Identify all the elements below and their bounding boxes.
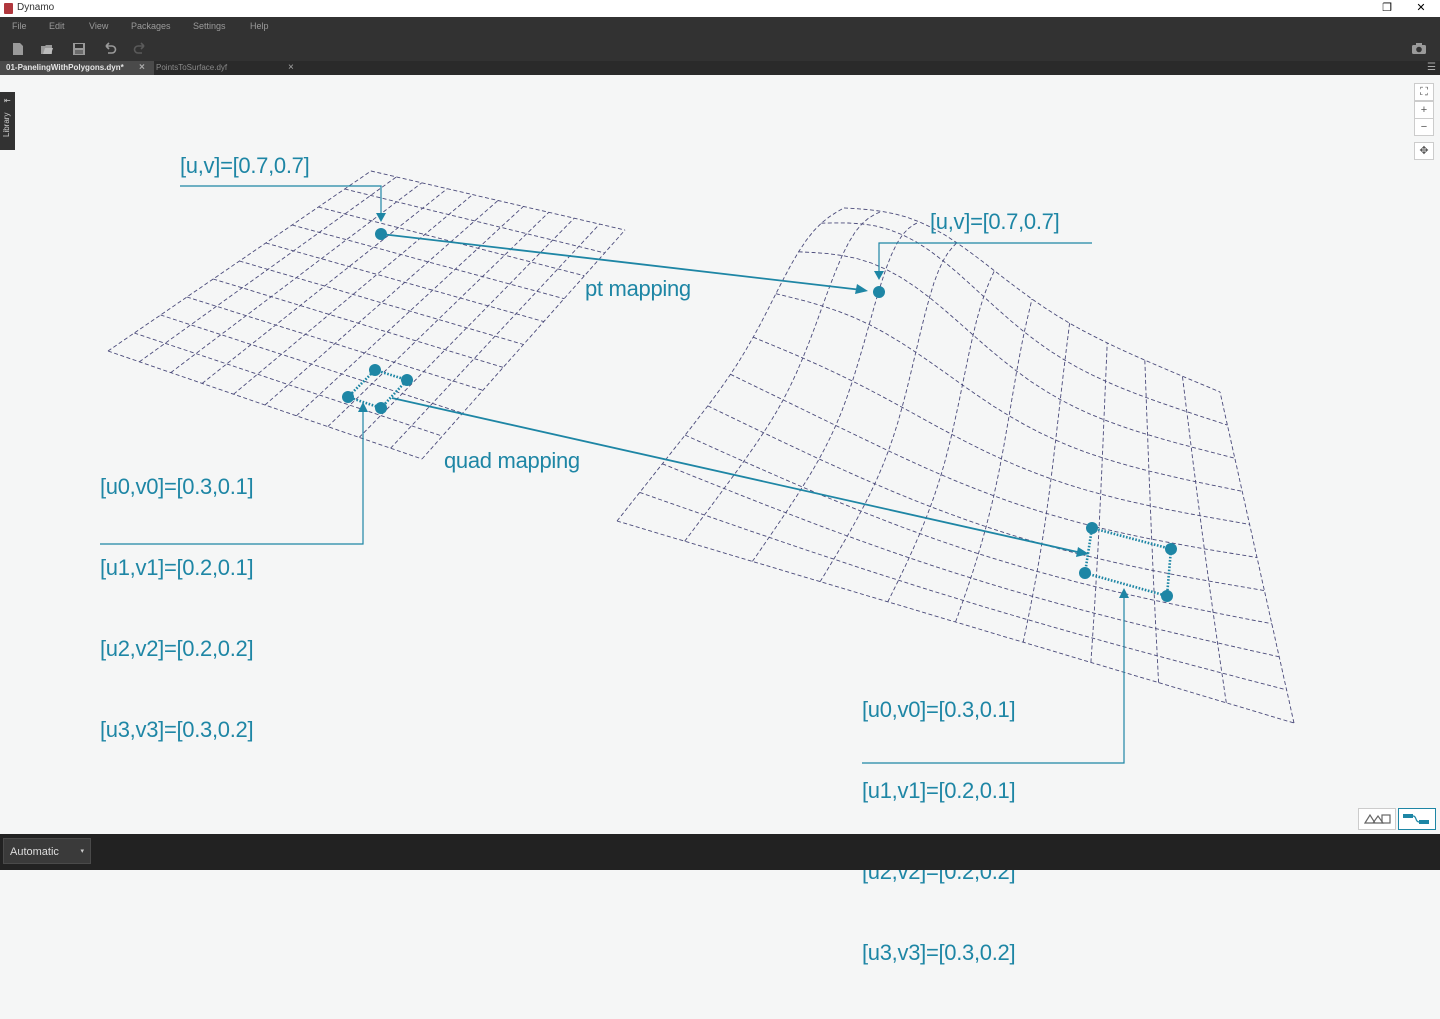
- quad-mapping-arrow: [391, 397, 1083, 554]
- title-bar: Dynamo ❐ ✕: [0, 0, 1440, 17]
- tab-label: PointsToSurface.dyf: [156, 63, 228, 72]
- grid-line: [201, 188, 448, 384]
- chevron-down-icon: ▾: [80, 848, 84, 855]
- window-title: Dynamo: [17, 2, 55, 13]
- 3d-view-icon: [1363, 813, 1391, 824]
- tab-pointstosurface[interactable]: PointsToSurface.dyf ×: [150, 61, 306, 75]
- grid-line: [684, 210, 882, 542]
- quad-left-leader: [100, 406, 364, 545]
- redo-icon[interactable]: [133, 42, 147, 56]
- grid-line: [370, 170, 626, 231]
- background-preview-toggle[interactable]: [1358, 808, 1396, 830]
- expand-library-icon[interactable]: ⇤: [4, 96, 11, 105]
- grid-line: [798, 251, 1235, 459]
- workspace-canvas[interactable]: [u,v]=[0.7,0.7] [u,v]=[0.7,0.7] pt mappi…: [0, 75, 1440, 965]
- menu-file[interactable]: File: [12, 21, 27, 31]
- close-icon[interactable]: ×: [139, 62, 145, 73]
- menu-packages[interactable]: Packages: [131, 21, 171, 31]
- run-mode-select[interactable]: Automatic ▾: [3, 838, 91, 864]
- quad-right-leader: [862, 592, 1125, 764]
- close-button[interactable]: ✕: [1416, 2, 1426, 14]
- uv-entry: [u3,v3]=[0.3,0.2]: [100, 717, 254, 742]
- undo-icon[interactable]: [103, 42, 117, 56]
- uv-entry: [u2,v2]=[0.2,0.2]: [100, 636, 254, 661]
- grid-line: [1144, 360, 1160, 683]
- curved-surface-grid: [616, 207, 1295, 724]
- menu-bar: File Edit View Packages Settings Help: [0, 17, 1440, 36]
- uv-right-leader: [878, 242, 1092, 276]
- grid-line: [775, 293, 1243, 492]
- grid-line: [1022, 323, 1071, 643]
- grid-line: [662, 463, 1280, 658]
- grid-line: [821, 222, 1228, 426]
- tab-panelingwithpolygons[interactable]: 01-PanelingWithPolygons.dyn* ×: [0, 61, 154, 75]
- dynamo-logo-icon: [4, 3, 13, 14]
- flat-surface-grid: [107, 170, 626, 460]
- grid-line: [265, 242, 544, 323]
- grid-line: [327, 211, 550, 427]
- grid-line: [390, 223, 600, 449]
- grid-line: [134, 332, 443, 437]
- pt-mapping-arrow: [380, 233, 863, 291]
- uv-entry: [u0,v0]=[0.3,0.1]: [100, 474, 254, 499]
- close-icon[interactable]: ×: [288, 62, 294, 73]
- toolbar: [0, 36, 1440, 61]
- graph-view-icon: [1403, 814, 1429, 824]
- menu-settings[interactable]: Settings: [193, 21, 226, 31]
- geometry-preview: [100, 170, 1295, 764]
- uv-right-label: [u,v]=[0.7,0.7]: [930, 209, 1060, 234]
- menu-edit[interactable]: Edit: [49, 21, 65, 31]
- grid-line: [887, 270, 995, 603]
- grid-line: [421, 229, 626, 460]
- quad-right-uv-list: [u0,v0]=[0.3,0.1] [u1,v1]=[0.2,0.1] [u2,…: [862, 643, 1016, 1019]
- menu-view[interactable]: View: [89, 21, 109, 31]
- tab-bar: 01-PanelingWithPolygons.dyn* × PointsToS…: [0, 61, 1440, 75]
- menu-help[interactable]: Help: [250, 21, 269, 31]
- uv-entry: [u0,v0]=[0.3,0.1]: [862, 697, 1016, 722]
- quad-right-outline: [1083, 526, 1173, 598]
- grid-line: [955, 298, 1033, 623]
- zoom-fit-button[interactable]: ⛶: [1414, 83, 1434, 101]
- grid-line: [291, 224, 565, 300]
- quad-mapping-label: quad mapping: [444, 448, 580, 473]
- grid-line: [344, 188, 605, 254]
- pt-mapping-label: pt mapping: [585, 276, 691, 301]
- grid-line: [1219, 391, 1295, 724]
- zoom-out-button[interactable]: −: [1414, 118, 1434, 136]
- grid-line: [753, 336, 1250, 525]
- restore-button[interactable]: ❐: [1382, 2, 1392, 14]
- grid-line: [730, 373, 1258, 558]
- grid-line: [296, 206, 524, 417]
- uv-entry: [u1,v1]=[0.2,0.1]: [862, 778, 1016, 803]
- grid-line: [684, 434, 1272, 625]
- pan-button[interactable]: ✥: [1414, 142, 1434, 160]
- open-file-icon[interactable]: [40, 42, 54, 56]
- grid-line: [1090, 342, 1108, 663]
- zoom-in-button[interactable]: +: [1414, 101, 1434, 119]
- grid-line: [239, 260, 524, 345]
- uv-entry: [u1,v1]=[0.2,0.1]: [100, 555, 254, 580]
- quad-left-outline: [345, 368, 410, 410]
- point-left: [375, 228, 387, 240]
- point-right: [873, 286, 885, 298]
- grid-line: [819, 242, 958, 582]
- camera-icon[interactable]: [1411, 42, 1427, 56]
- library-tab[interactable]: ⇤ Library: [0, 92, 15, 150]
- graph-view-toggle[interactable]: [1398, 808, 1436, 830]
- grid-line: [707, 405, 1265, 592]
- grid-line: [1181, 376, 1227, 703]
- grid-line: [358, 217, 575, 438]
- new-file-icon[interactable]: [11, 42, 25, 56]
- library-label: Library: [2, 112, 11, 137]
- uv-entry: [u3,v3]=[0.3,0.2]: [862, 940, 1016, 965]
- tab-label: 01-PanelingWithPolygons.dyn*: [6, 63, 124, 72]
- uv-left-leader: [180, 185, 382, 218]
- uv-left-label: [u,v]=[0.7,0.7]: [180, 153, 310, 178]
- save-icon[interactable]: [72, 42, 86, 56]
- status-bar: Automatic ▾: [0, 834, 1440, 870]
- run-mode-value: Automatic: [10, 846, 59, 858]
- quad-left-uv-list: [u0,v0]=[0.3,0.1] [u1,v1]=[0.2,0.1] [u2,…: [100, 420, 254, 796]
- tabs-menu-icon[interactable]: ☰: [1427, 62, 1436, 73]
